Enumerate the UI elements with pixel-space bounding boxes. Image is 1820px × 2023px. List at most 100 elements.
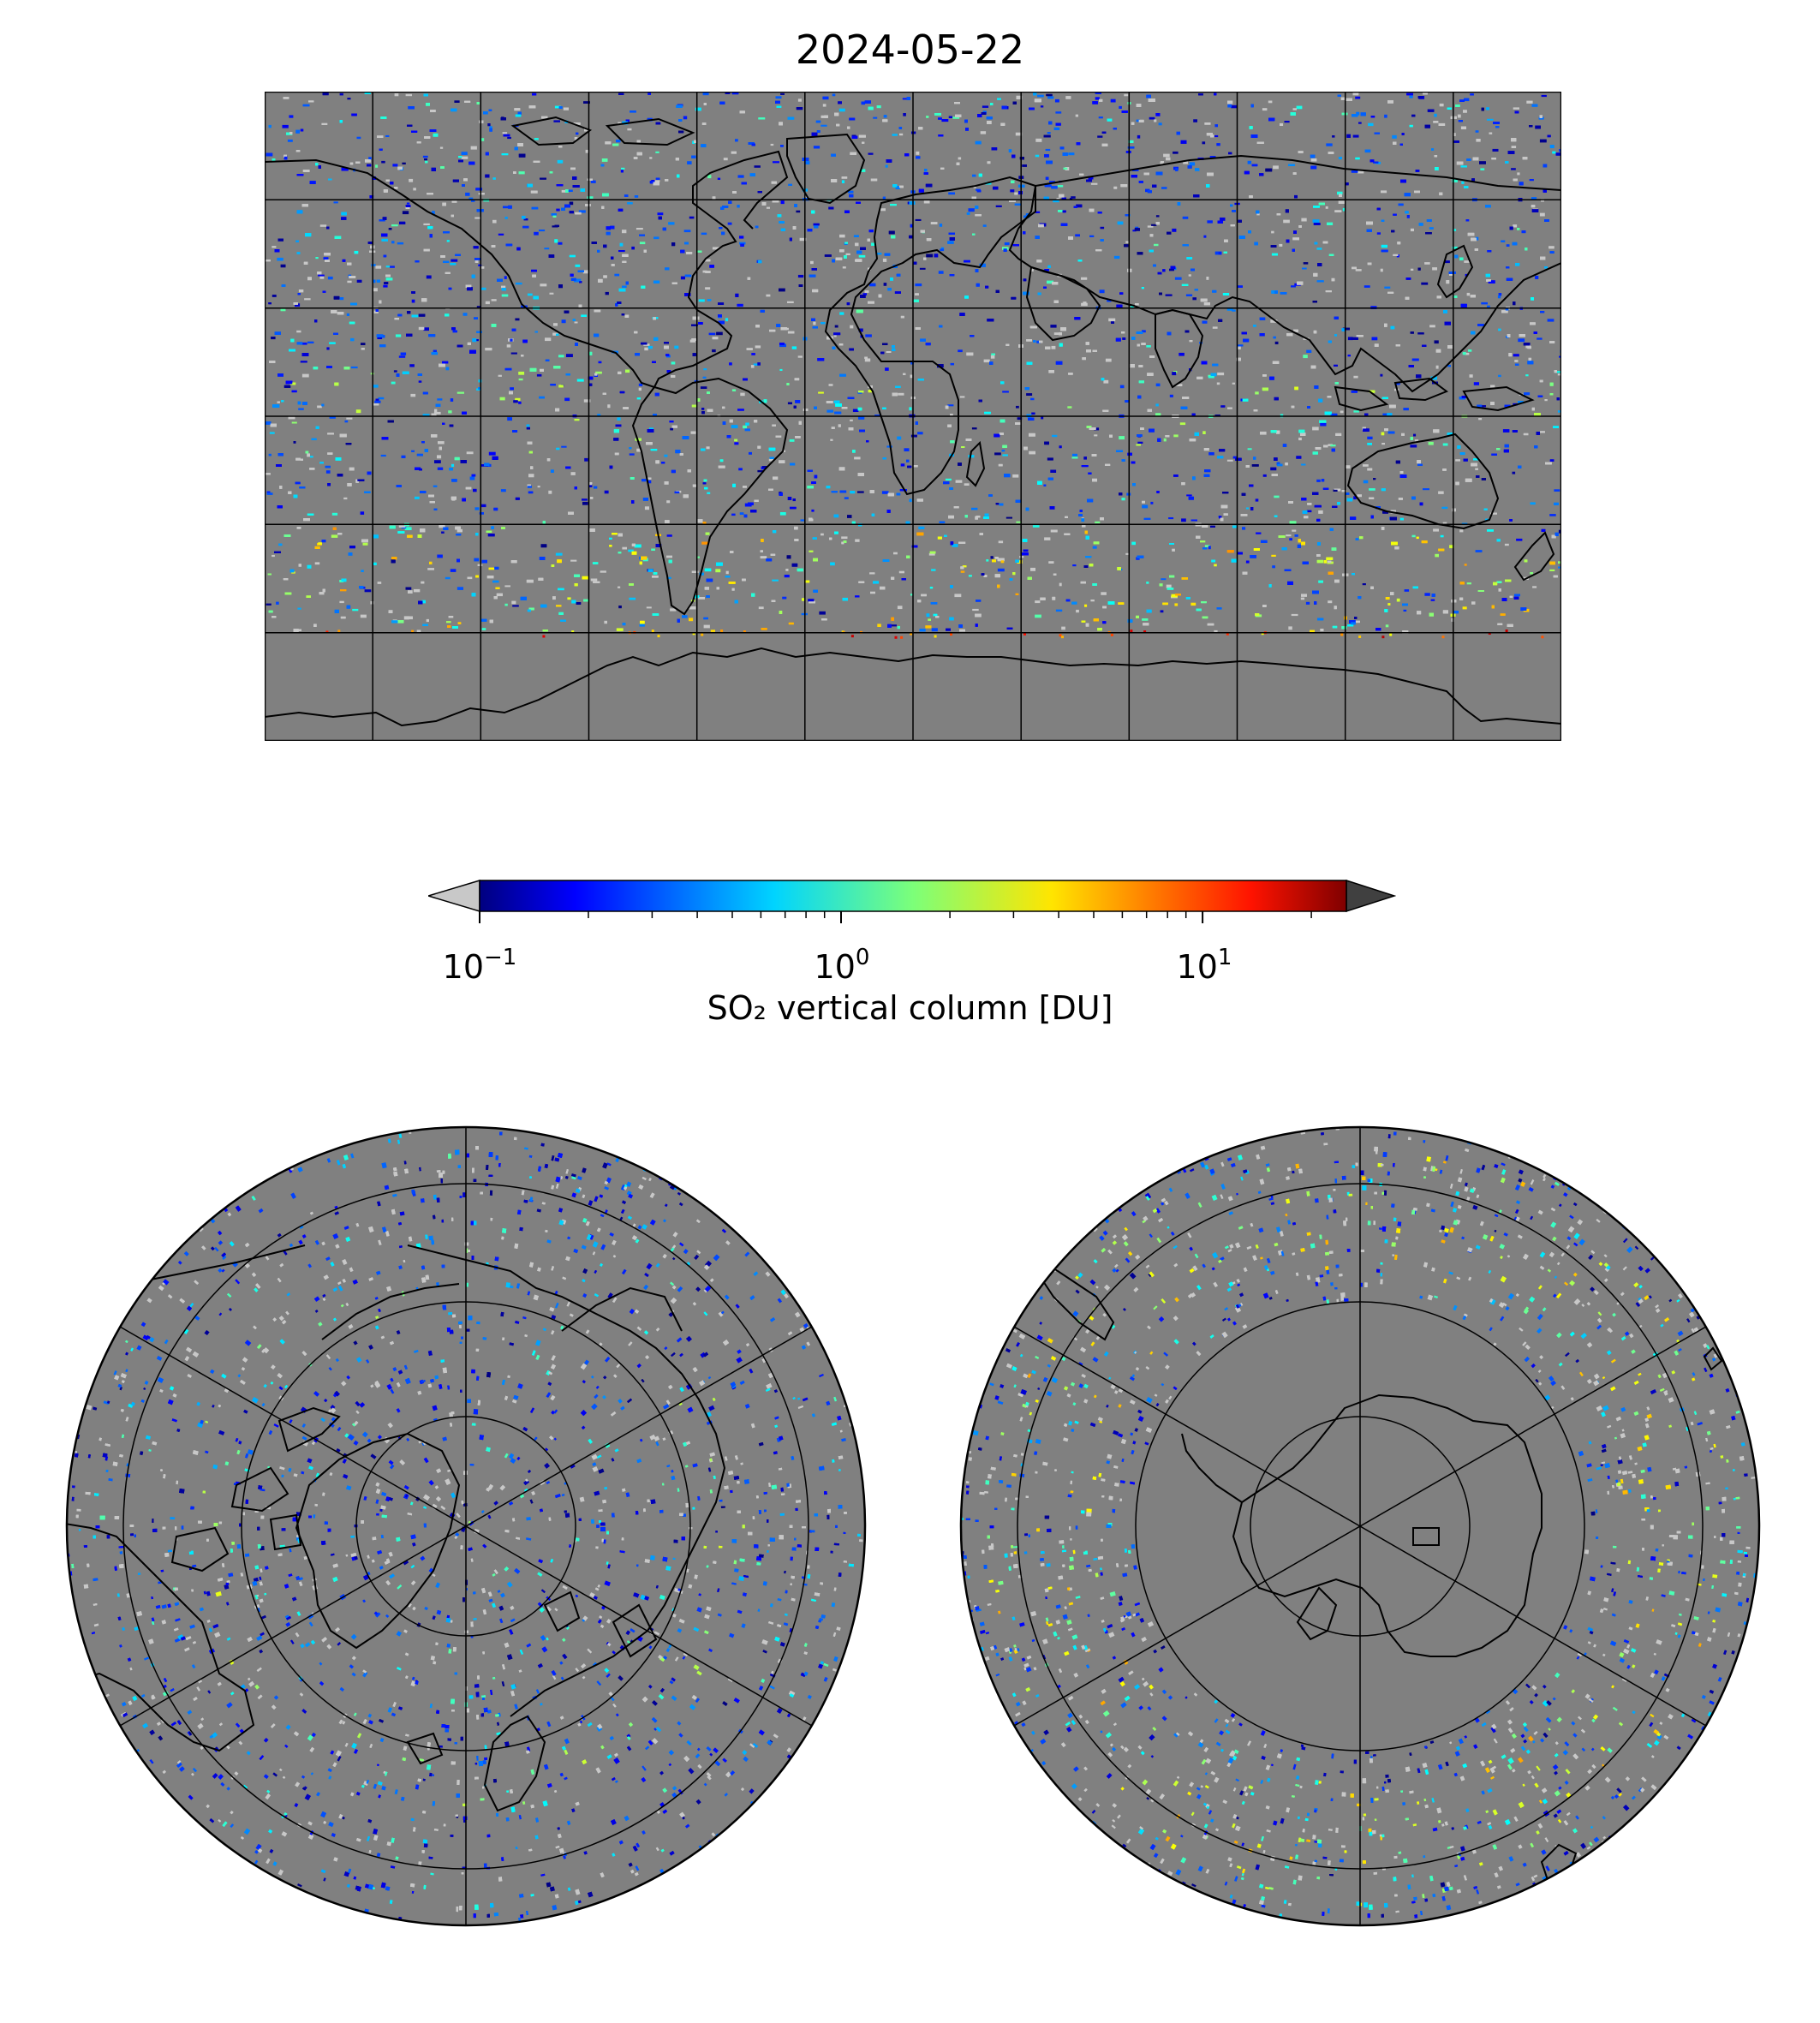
data-pixel	[876, 105, 881, 109]
data-pixel	[1136, 557, 1140, 560]
data-pixel	[1095, 97, 1100, 100]
data-pixel	[1026, 393, 1033, 396]
data-pixel	[1310, 158, 1317, 162]
data-pixel	[873, 581, 880, 584]
data-pixel	[349, 467, 355, 471]
data-pixel	[1116, 304, 1123, 307]
data-pixel	[346, 417, 353, 420]
data-pixel	[504, 276, 507, 279]
data-pixel	[554, 105, 561, 109]
data-pixel	[964, 483, 970, 486]
data-pixel	[1041, 416, 1044, 420]
data-pixel	[1411, 534, 1416, 538]
data-pixel	[830, 562, 835, 566]
data-pixel	[636, 397, 641, 400]
data-pixel	[468, 197, 474, 200]
data-pixel	[423, 248, 430, 252]
data-pixel	[1323, 560, 1328, 564]
data-pixel	[536, 373, 542, 377]
data-pixel	[1150, 501, 1154, 504]
data-pixel	[268, 124, 272, 128]
data-pixel	[450, 262, 456, 266]
data-pixel	[1172, 228, 1177, 232]
data-pixel	[833, 334, 837, 337]
data-pixel	[751, 353, 755, 355]
data-pixel	[378, 397, 385, 400]
data-pixel	[1347, 337, 1353, 341]
data-pixel	[877, 253, 882, 255]
data-pixel	[1355, 269, 1362, 272]
data-pixel	[611, 264, 615, 266]
data-pixel	[321, 122, 328, 125]
data-pixel	[445, 576, 451, 580]
data-pixel	[343, 497, 348, 500]
data-pixel	[1174, 603, 1179, 606]
data-pixel	[1214, 564, 1217, 567]
data-pixel	[1332, 135, 1335, 138]
data-pixel	[797, 355, 803, 358]
data-pixel	[1051, 345, 1056, 349]
data-pixel	[1158, 122, 1162, 126]
data-pixel	[898, 570, 904, 574]
data-pixel	[702, 92, 709, 96]
data-pixel	[398, 355, 406, 358]
data-pixel	[1380, 268, 1383, 272]
data-pixel	[1256, 212, 1260, 216]
data-pixel	[1149, 116, 1155, 120]
data-pixel	[1090, 600, 1095, 602]
data-pixel	[789, 439, 795, 442]
data-pixel	[704, 568, 712, 572]
data-pixel	[437, 554, 443, 558]
data-pixel	[1030, 397, 1035, 401]
data-pixel	[1273, 336, 1276, 339]
data-pixel	[1017, 417, 1023, 421]
data-pixel	[712, 247, 719, 250]
data-pixel	[1049, 181, 1055, 183]
data-pixel	[576, 379, 584, 382]
data-pixel	[318, 274, 325, 277]
data-pixel	[454, 100, 460, 103]
data-pixel	[997, 568, 1005, 572]
data-pixel	[1440, 534, 1444, 538]
data-pixel	[638, 383, 643, 386]
data-pixel	[1207, 220, 1213, 224]
data-pixel	[373, 310, 379, 313]
data-pixel	[1461, 181, 1465, 184]
data-pixel	[1050, 469, 1057, 473]
data-pixel	[360, 614, 367, 618]
data-pixel	[1298, 437, 1302, 441]
data-pixel	[644, 506, 649, 510]
data-pixel	[1531, 197, 1537, 200]
data-pixel	[1434, 113, 1437, 117]
data-pixel	[1271, 253, 1278, 256]
data-pixel	[1554, 489, 1560, 492]
data-pixel	[1075, 114, 1078, 117]
data-pixel	[805, 161, 810, 164]
data-pixel	[703, 624, 710, 629]
data-pixel	[486, 576, 494, 579]
data-pixel	[522, 215, 526, 219]
data-pixel	[1216, 382, 1220, 385]
data-pixel	[301, 373, 309, 378]
data-pixel	[766, 294, 771, 297]
data-pixel	[1151, 224, 1157, 226]
data-pixel	[629, 453, 635, 456]
data-pixel	[581, 314, 587, 317]
data-pixel	[1204, 122, 1211, 125]
data-pixel	[1001, 450, 1005, 452]
data-pixel	[1179, 352, 1184, 356]
data-pixel	[799, 237, 807, 242]
data-pixel	[1554, 371, 1561, 373]
data-pixel	[1103, 379, 1109, 384]
data-pixel	[1135, 226, 1139, 230]
data-pixel	[1381, 443, 1385, 445]
data-pixel	[276, 601, 279, 605]
data-pixel	[433, 485, 438, 487]
data-pixel	[945, 478, 952, 481]
data-pixel	[917, 432, 923, 435]
data-pixel	[488, 567, 495, 570]
data-pixel	[689, 618, 694, 622]
data-pixel	[507, 136, 511, 140]
data-pixel	[718, 302, 725, 305]
data-pixel	[1367, 436, 1373, 439]
